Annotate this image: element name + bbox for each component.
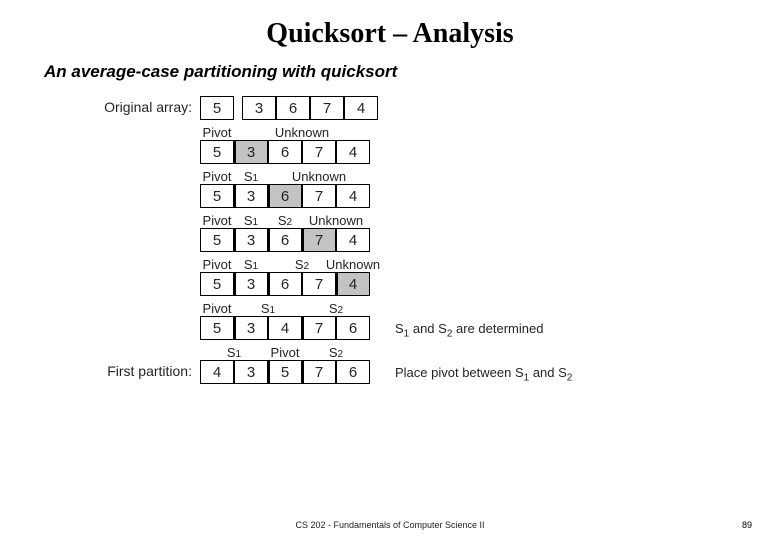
divider [267,184,270,208]
array-cell: 6 [268,272,302,296]
row-annotation: Place pivot between S1 and S2 [395,365,572,384]
array-cell: 3 [242,96,276,120]
region-label: S2 [302,298,370,316]
region-label: Pivot [200,298,234,316]
array-cell: 4 [336,140,370,164]
region-label: Unknown [336,254,370,272]
array-cell: 6 [268,228,302,252]
region-label: Pivot [268,342,302,360]
divider [233,316,236,340]
array-cell: 6 [268,184,302,208]
array-cell: 4 [336,272,370,296]
array-cell: 3 [234,272,268,296]
array-cell: 6 [268,140,302,164]
array-cell: 4 [336,184,370,208]
array-row: 53674 [200,272,780,296]
array-cell: 5 [200,228,234,252]
divider [267,228,270,252]
array-cell: 3 [234,184,268,208]
array-cell: 7 [302,140,336,164]
slide-title: Quicksort – Analysis [0,0,780,62]
array-cell: 5 [200,96,234,120]
array-cell: 7 [302,228,336,252]
region-label: S2 [268,210,302,228]
array-cell: 3 [234,316,268,340]
divider [233,184,236,208]
row-left-label: Original array: [104,99,192,115]
array-row: 53674 [200,140,780,164]
array-cell: 4 [344,96,378,120]
array-cell: 7 [302,184,336,208]
divider [233,140,236,164]
array-cell: 5 [268,360,302,384]
region-label: Pivot [200,210,234,228]
region-label: S1 [200,342,268,360]
array-cell: 7 [302,316,336,340]
array-cell: 3 [234,140,268,164]
array-cell: 6 [276,96,310,120]
divider [301,360,304,384]
array-row: 53674 [200,184,780,208]
array-row: 53476 S1 and S2 are determined [200,316,780,340]
array-cell: 4 [268,316,302,340]
array-cell: 5 [200,140,234,164]
region-label: S2 [302,342,370,360]
array-cell: 7 [310,96,344,120]
array-row: 53674 [200,228,780,252]
divider [301,316,304,340]
array-cell: 6 [336,316,370,340]
array-cell: 5 [200,272,234,296]
array-cell: 6 [336,360,370,384]
divider [233,272,236,296]
array-cell: 5 [200,316,234,340]
region-label: S1 [234,166,268,184]
region-label: Unknown [302,210,370,228]
divider [233,228,236,252]
array-cell: 7 [302,272,336,296]
array-cell: 4 [336,228,370,252]
slide-footer: CS 202 - Fundamentals of Computer Scienc… [0,520,780,530]
array-row: First partition:43576Place pivot between… [200,360,780,384]
region-label: Pivot [200,166,234,184]
divider [267,272,270,296]
array-cell: 4 [200,360,234,384]
region-label: S1 [234,254,268,272]
quicksort-diagram: Original array:53674PivotUnknown53674Piv… [200,96,780,384]
array-row: Original array:53674 [200,96,780,120]
region-label: Unknown [234,122,370,140]
page-number: 89 [742,520,752,530]
array-cell: 5 [200,184,234,208]
region-label: Pivot [200,122,234,140]
divider [267,360,270,384]
array-cell: 7 [302,360,336,384]
row-annotation: S1 and S2 are determined [395,321,543,340]
divider [335,272,338,296]
row-left-label: First partition: [107,363,192,379]
divider [301,228,304,252]
region-label: S1 [234,298,302,316]
slide-subtitle: An average-case partitioning with quicks… [0,62,780,96]
region-label: S1 [234,210,268,228]
array-cell: 3 [234,360,268,384]
region-label: Unknown [268,166,370,184]
array-cell: 3 [234,228,268,252]
region-label: Pivot [200,254,234,272]
